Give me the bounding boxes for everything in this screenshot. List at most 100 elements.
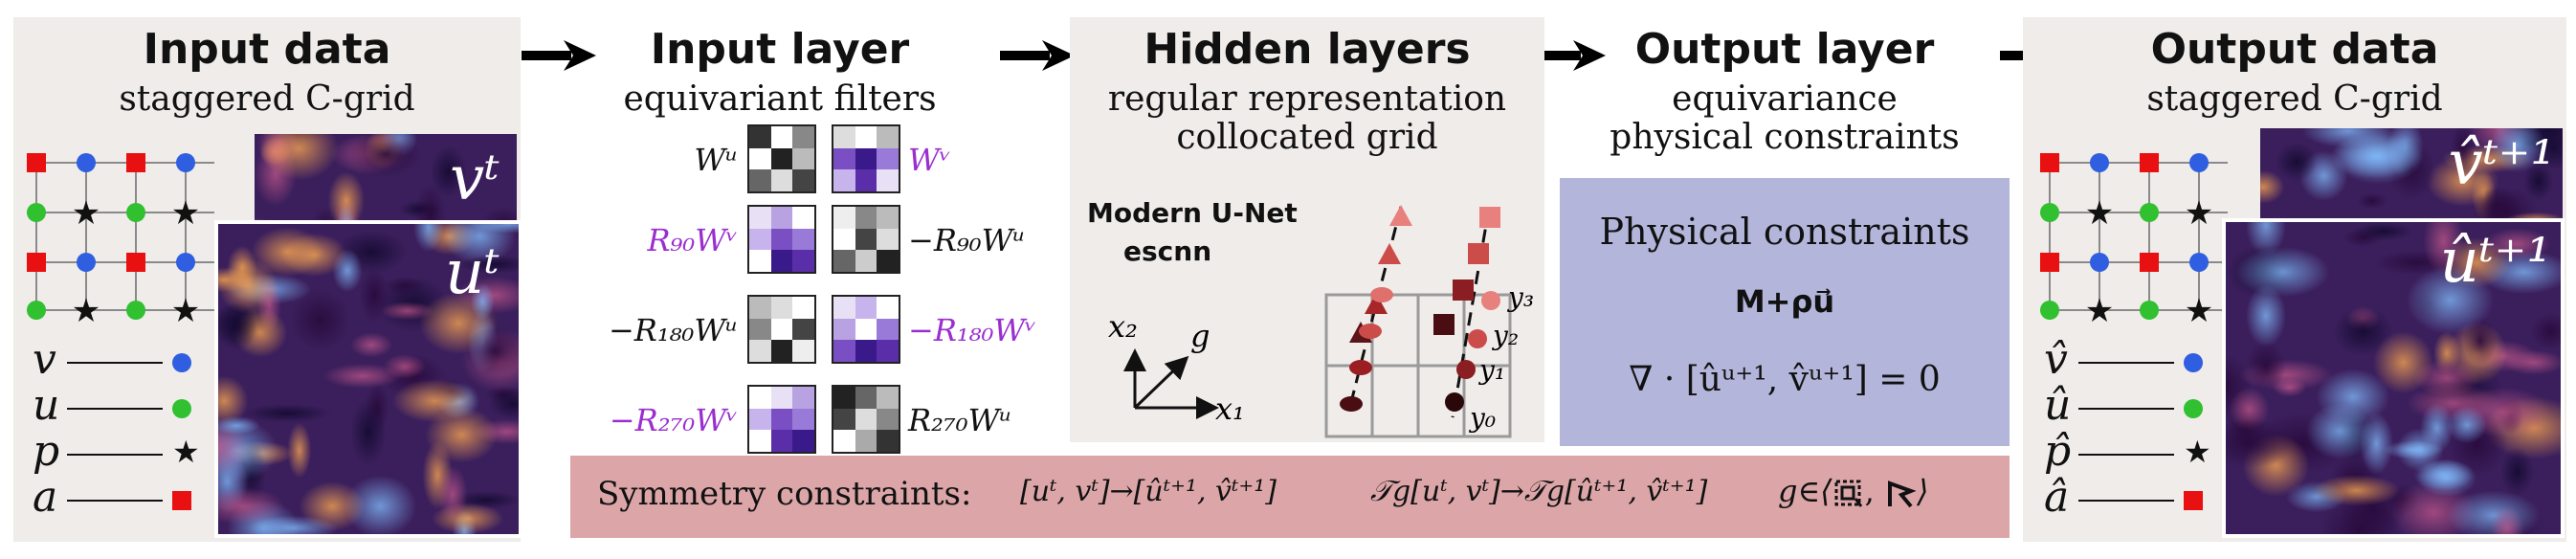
svg-text:★: ★ (2085, 194, 2114, 233)
input-layer-title: Input layer (650, 25, 910, 74)
input-legend-line (67, 500, 163, 502)
input-legend-marker (172, 399, 191, 418)
input-legend: v u p ★ a (33, 335, 205, 532)
filter-label-left-3: −R₂₇₀Wᵛ (609, 402, 738, 438)
symmetry-group-open: g∈⟨ (1778, 473, 1832, 509)
physical-constraints-title: Physical constraints (1599, 211, 1970, 253)
input-field-u-label: uᵗ (445, 237, 500, 308)
filter-right-0 (832, 124, 900, 193)
output-data-subtitle: staggered C-grid (2146, 79, 2443, 119)
output-legend-row: â (2044, 473, 2216, 522)
divergence-equation: ∇ · [ûᵘ⁺¹, v̂ᵘ⁺¹] = 0 (1629, 360, 1941, 399)
output-field-u-label: ûᵗ⁺¹ (2439, 226, 2551, 297)
input-legend-line (67, 362, 163, 364)
input-legend-symbol: v (33, 335, 56, 384)
output-legend-symbol: p̂ (2044, 427, 2072, 476)
symmetry-expr-2: 𝒯g[uᵗ, vᵗ]→𝒯g[ûᵗ⁺¹, v̂ᵗ⁺¹] (1370, 475, 1708, 508)
filter-label-left-0: Wᵘ (694, 142, 738, 178)
input-layer-subtitle: equivariant filters (623, 79, 937, 119)
symmetry-group-close: ⟩ (1917, 473, 1929, 509)
input-legend-symbol: a (33, 473, 58, 522)
arrow-input-to-inputlayer (522, 40, 596, 71)
output-legend-line (2078, 500, 2174, 502)
y2-label: y₂ (1491, 320, 1519, 351)
output-legend-marker (2184, 353, 2203, 372)
svg-text:★: ★ (72, 292, 100, 324)
output-legend-marker (2184, 491, 2203, 510)
output-legend-line (2078, 408, 2174, 410)
input-legend-line (67, 408, 163, 410)
input-field-v-label: vᵗ (450, 144, 500, 214)
input-legend-line (67, 454, 163, 456)
filter-bank: Wᵘ Wᵛ R₉₀Wᵛ −R₉₀Wᵘ −R₁₈₀Wᵘ −R₁₈₀Wᵛ −R₂₇₀Wᵛ R₂₇₀… (560, 113, 1036, 454)
axis-x2-label: x₂ (1108, 308, 1138, 345)
symmetry-label: Symmetry constraints: (597, 475, 972, 513)
filter-right-1 (832, 205, 900, 274)
output-legend-marker (2184, 399, 2203, 418)
output-field-u: ûᵗ⁺¹ (2222, 218, 2565, 538)
reflection-generator-icon (1888, 480, 1917, 507)
hidden-layers-subtitle-2: collocated grid (1176, 118, 1438, 157)
filter-label-right-0: Wᵛ (908, 142, 951, 178)
input-legend-symbol: p (33, 427, 60, 476)
axis-x1-label: x₁ (1215, 391, 1245, 427)
symmetry-group: g∈⟨, ⟩ (1778, 473, 1929, 509)
filter-right-3 (832, 385, 900, 454)
filter-label-right-1: −R₉₀Wᵘ (908, 222, 1026, 258)
hidden-layers-panel: Hidden layers regular representation col… (1070, 17, 1544, 442)
output-layer-title: Output layer (1634, 25, 1935, 74)
filter-left-3 (747, 385, 816, 454)
axes-diagram: x₂ g x₁ (1108, 308, 1245, 427)
output-legend-row: p̂ ★ (2044, 427, 2216, 476)
filter-left-1 (747, 205, 816, 274)
output-legend-symbol: v̂ (2044, 335, 2068, 384)
physical-constraints-box: Physical constraints M+ρu⃗ ∇ · [ûᵘ⁺¹, v̂… (1560, 178, 2010, 446)
output-legend-symbol: â (2044, 473, 2070, 522)
output-data-title: Output data (2150, 25, 2439, 74)
staggered-grid-diagram: ★ ★ ★ ★ (27, 153, 214, 324)
y1-label: y₁ (1477, 354, 1505, 386)
svg-text:★: ★ (2185, 292, 2213, 324)
model-name-line2: escnn (1123, 235, 1212, 267)
filter-label-right-3: R₂₇₀Wᵘ (908, 402, 1012, 438)
input-legend-marker (172, 491, 191, 510)
y3-label: y₃ (1506, 281, 1534, 313)
grid-markers: ★ ★ ★ ★ (27, 153, 200, 324)
physical-constraints-formula: M+ρu⃗ (1734, 283, 1835, 320)
arrow-inputlayer-to-hidden (1000, 40, 1075, 71)
output-field-v-label: v̂ᵗ⁺¹ (2448, 128, 2555, 199)
output-legend-marker: ★ (2184, 434, 2211, 470)
filter-right-2 (832, 295, 900, 364)
output-legend-line (2078, 362, 2174, 364)
filter-label-left-2: −R₁₈₀Wᵘ (608, 312, 738, 348)
input-data-panel: Input data staggered C-grid ★ ★ ★ ★ v u p ★ a … (13, 17, 522, 542)
filter-left-0 (747, 124, 816, 193)
output-staggered-grid-diagram: ★ ★ ★ ★ (2040, 153, 2228, 324)
input-legend-marker: ★ (172, 434, 200, 470)
output-legend-row: v̂ (2044, 335, 2216, 384)
input-field-u: uᵗ (214, 220, 522, 538)
symmetry-expr-1: [uᵗ, vᵗ]→[ûᵗ⁺¹, v̂ᵗ⁺¹] (1020, 475, 1277, 508)
input-legend-row: p ★ (33, 427, 205, 476)
svg-text:★: ★ (2085, 292, 2114, 324)
output-layer-panel: Output layer equivariance physical const… (1560, 17, 2010, 448)
symmetry-constraints-box: Symmetry constraints: [uᵗ, vᵗ]→[ûᵗ⁺¹, v̂… (570, 456, 2010, 538)
output-legend-symbol: û (2044, 381, 2072, 430)
hidden-layers-title: Hidden layers (1144, 25, 1471, 74)
input-legend-marker (172, 353, 191, 372)
filter-label-right-2: −R₁₈₀Wᵛ (908, 312, 1037, 348)
group-fiber-diagram: y₃ y₂ y₁ y₀ (1324, 205, 1534, 438)
y0-label: y₀ (1468, 402, 1496, 434)
output-legend-row: û (2044, 381, 2216, 430)
rotation-generator-icon (1834, 480, 1862, 507)
output-legend-line (2078, 454, 2174, 456)
input-layer-panel: Input layer equivariant filters Wᵘ Wᵛ R₉₀W… (560, 17, 1036, 454)
input-legend-symbol: u (33, 381, 60, 430)
input-data-title: Input data (143, 25, 391, 74)
svg-text:★: ★ (2185, 194, 2213, 233)
hidden-layers-subtitle-1: regular representation (1107, 79, 1507, 119)
input-legend-row: u (33, 381, 205, 430)
svg-text:★: ★ (171, 292, 200, 324)
output-legend: v̂ û p̂ ★ â (2044, 335, 2216, 532)
output-layer-subtitle-1: equivariance (1672, 79, 1898, 119)
